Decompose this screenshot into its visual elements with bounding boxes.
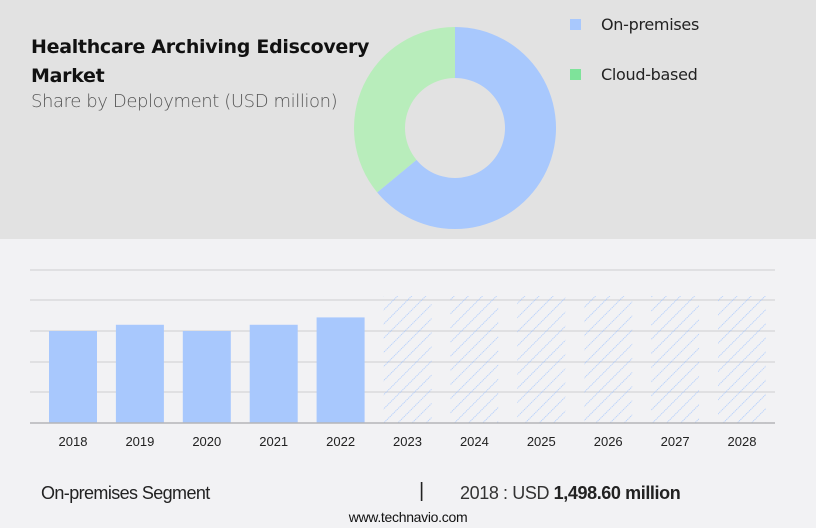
legend-swatch-cloud-based xyxy=(570,69,581,80)
bar-2024 xyxy=(450,296,499,423)
bar-2020 xyxy=(182,331,231,423)
x-label-2026: 2026 xyxy=(594,434,623,449)
chart-subtitle: Share by Deployment (USD million) xyxy=(31,91,338,112)
bar-2027 xyxy=(651,296,700,423)
x-label-2020: 2020 xyxy=(192,434,221,449)
x-label-2018: 2018 xyxy=(59,434,88,449)
x-label-2023: 2023 xyxy=(393,434,422,449)
x-label-2022: 2022 xyxy=(326,434,355,449)
legend-label: On-premises xyxy=(601,15,699,34)
x-label-2027: 2027 xyxy=(661,434,690,449)
donut-slice-cloud-based xyxy=(354,27,455,193)
source-url: www.technavio.com xyxy=(348,509,468,525)
footer-separator: | xyxy=(419,480,425,502)
x-label-2024: 2024 xyxy=(460,434,489,449)
bar-2018 xyxy=(49,331,97,423)
legend-item-on-premises: On-premises xyxy=(570,15,699,34)
bars xyxy=(49,296,766,423)
bar-2025 xyxy=(517,296,566,423)
x-label-2025: 2025 xyxy=(527,434,556,449)
header-panel: Healthcare Archiving Ediscovery Market S… xyxy=(0,0,816,239)
bar-2022 xyxy=(316,317,365,423)
bar-2019 xyxy=(115,324,164,423)
bar-2026 xyxy=(584,296,633,423)
segment-value: 2018 : USD 1,498.60 million xyxy=(460,483,681,504)
x-label-2019: 2019 xyxy=(125,434,154,449)
legend-label: Cloud-based xyxy=(601,65,698,84)
segment-value-amount: 1,498.60 million xyxy=(553,483,681,503)
bar-chart: 2018 2019 2020 2021 2022 2023 2024 2025 2026 2027… xyxy=(30,269,775,449)
x-label-2028: 2028 xyxy=(728,434,757,449)
donut-slices xyxy=(354,27,556,229)
x-axis-labels: 2018 2019 2020 2021 2022 2023 2024 2025 2026 2027… xyxy=(59,434,757,449)
x-label-2021: 2021 xyxy=(259,434,288,449)
donut-chart xyxy=(354,27,556,229)
title-line-1: Healthcare Archiving Ediscovery xyxy=(31,36,370,58)
chart-title: Healthcare Archiving Ediscovery Market xyxy=(31,33,369,91)
title-line-2: Market xyxy=(31,65,105,87)
segment-year-prefix: 2018 : USD xyxy=(460,483,554,503)
segment-label: On-premises Segment xyxy=(41,483,210,503)
legend-item-cloud-based: Cloud-based xyxy=(570,65,698,84)
bar-2028 xyxy=(718,296,766,423)
bar-2021 xyxy=(249,324,298,423)
bar-2023 xyxy=(383,296,432,423)
donut-slice-on-premises xyxy=(377,27,556,229)
legend-swatch-on-premises xyxy=(570,19,581,30)
